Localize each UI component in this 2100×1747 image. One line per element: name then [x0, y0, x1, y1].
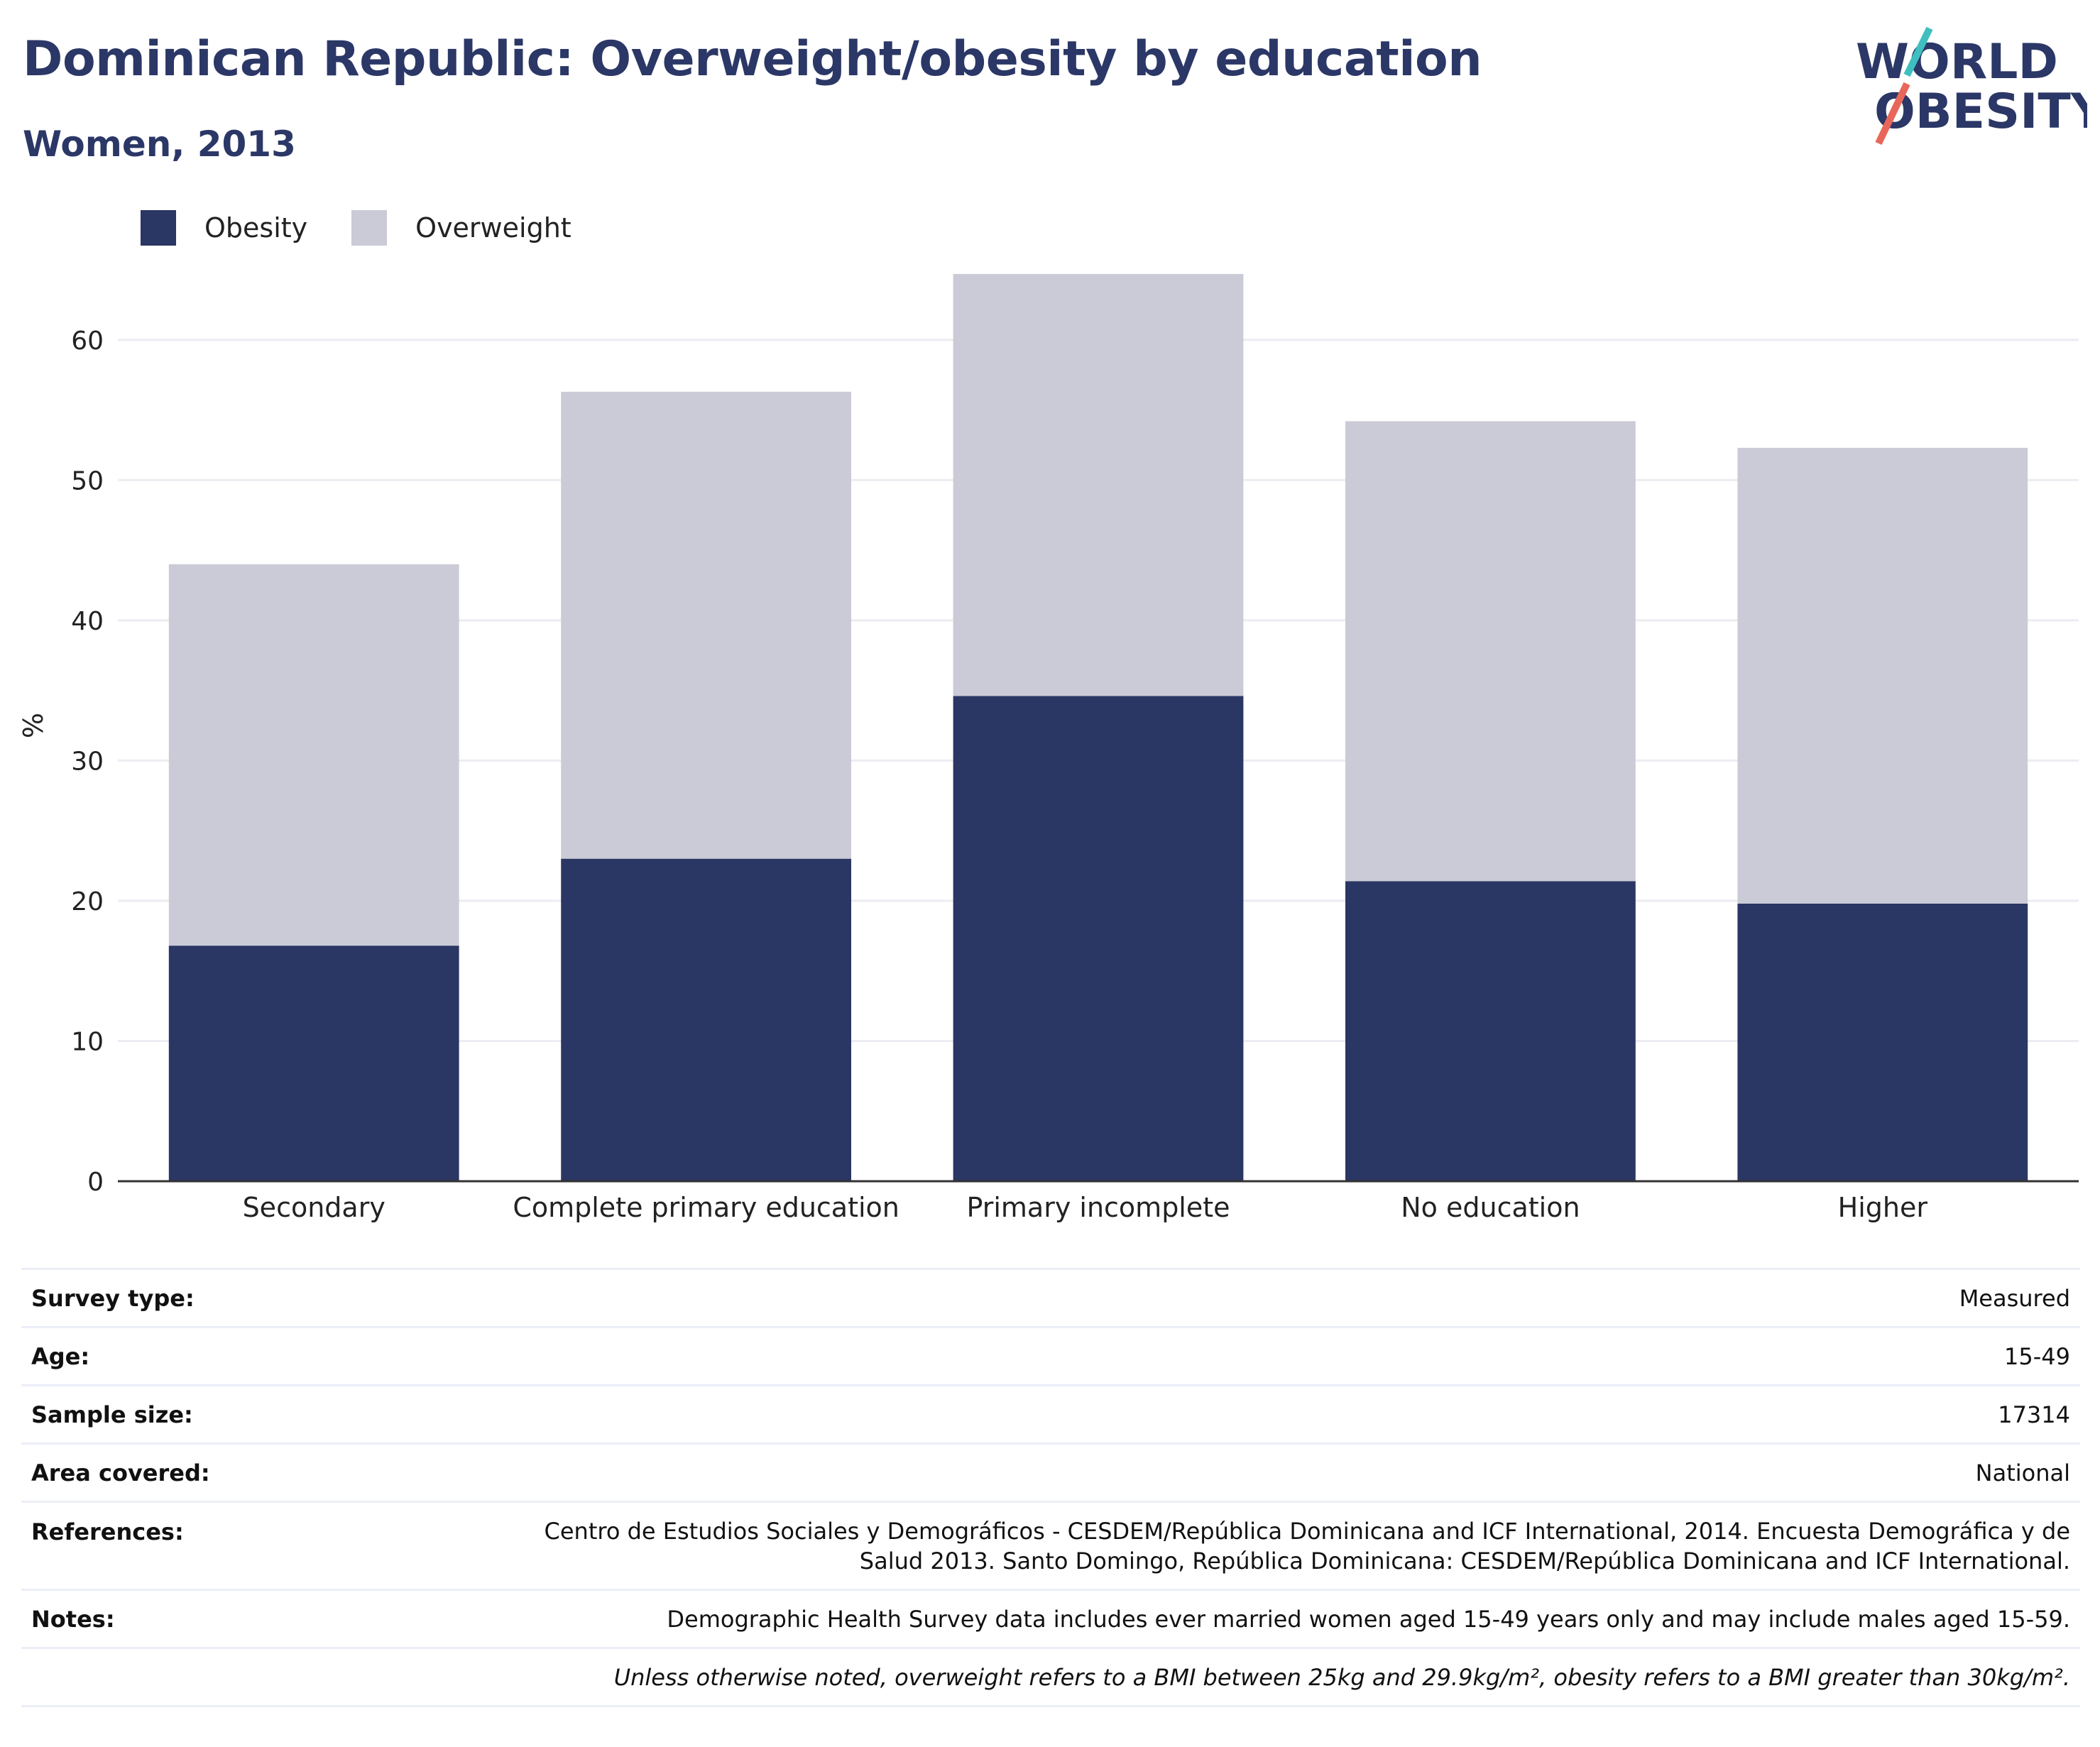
legend-item-obesity[interactable]: Obesity	[141, 210, 307, 246]
bar-obesity-4[interactable]	[1737, 903, 2028, 1181]
info-key: Sample size:	[21, 1384, 339, 1444]
y-tick-label: 30	[71, 747, 104, 776]
chart-subtitle: Women, 2013	[23, 124, 296, 165]
info-row-age: Age: 15-49	[21, 1326, 2080, 1386]
chart-legend: Obesity Overweight	[141, 210, 616, 246]
legend-swatch-overweight	[351, 210, 388, 246]
info-value: Centro de Estudios Sociales y Demográfic…	[339, 1501, 2080, 1590]
info-key: Area covered:	[21, 1442, 339, 1502]
survey-info-table: Survey type: Measured Age: 15-49 Sample …	[21, 1268, 2080, 1707]
legend-swatch-obesity	[141, 210, 176, 246]
info-value: 17314	[339, 1384, 2080, 1444]
y-tick-label: 0	[87, 1168, 104, 1197]
legend-label-overweight: Overweight	[415, 212, 572, 243]
info-key: References:	[21, 1501, 339, 1590]
logo-line1: WORLD	[1856, 34, 2058, 90]
bar-overweight-3[interactable]	[1345, 421, 1636, 882]
info-value: Unless otherwise noted, overweight refer…	[339, 1647, 2080, 1707]
info-row-sample-size: Sample size: 17314	[21, 1384, 2080, 1444]
y-tick-label: 40	[71, 607, 104, 636]
info-key: Notes:	[21, 1589, 339, 1648]
bar-obesity-1[interactable]	[561, 858, 851, 1181]
legend-label-obesity: Obesity	[204, 212, 308, 243]
y-axis-label: %	[18, 713, 49, 738]
bar-overweight-4[interactable]	[1737, 447, 2028, 904]
legend-item-overweight[interactable]: Overweight	[351, 210, 572, 246]
info-value: Demographic Health Survey data includes …	[339, 1589, 2080, 1648]
world-obesity-logo: WORLD OBESITY	[1856, 26, 2087, 146]
bar-chart: 0 10 20 30 40 50 60 Secondary Complete primary …	[18, 273, 2079, 1223]
x-tick-label: Higher	[1838, 1192, 1928, 1223]
info-row-notes: Notes: Demographic Health Survey data in…	[21, 1589, 2080, 1648]
info-key	[21, 1647, 339, 1707]
info-value: 15-49	[339, 1326, 2080, 1386]
y-axis: 0 10 20 30 40 50 60	[71, 327, 104, 1197]
bar-obesity-0[interactable]	[168, 946, 459, 1181]
info-row-area: Area covered: National	[21, 1442, 2080, 1502]
bar-overweight-2[interactable]	[953, 273, 1244, 696]
info-key: Age:	[21, 1326, 339, 1386]
y-tick-label: 10	[71, 1027, 104, 1056]
info-key: Survey type:	[21, 1268, 339, 1327]
y-tick-label: 20	[71, 887, 104, 916]
chart-title: Dominican Republic: Overweight/obesity b…	[23, 31, 1482, 87]
info-value: National	[339, 1442, 2080, 1502]
logo-line2: OBESITY	[1874, 84, 2087, 140]
y-tick-label: 60	[71, 327, 104, 356]
reference-line-1: Centro de Estudios Sociales y Demográfic…	[544, 1517, 2070, 1545]
info-row-survey-type: Survey type: Measured	[21, 1268, 2080, 1327]
info-row-definitions: Unless otherwise noted, overweight refer…	[21, 1647, 2080, 1707]
x-axis: Secondary Complete primary education Prima…	[118, 1180, 2079, 1223]
x-tick-label: Complete primary education	[513, 1192, 899, 1223]
bars	[168, 273, 2028, 1181]
logo-accent-coral	[1875, 82, 1910, 146]
bar-obesity-3[interactable]	[1345, 881, 1636, 1181]
logo-accent-teal	[1903, 26, 1933, 77]
y-tick-label: 50	[71, 466, 104, 495]
x-tick-label: Primary incomplete	[966, 1192, 1230, 1223]
bar-obesity-2[interactable]	[953, 696, 1244, 1181]
x-tick-label: No education	[1401, 1192, 1580, 1223]
info-row-references: References: Centro de Estudios Sociales …	[21, 1501, 2080, 1590]
reference-line-2: Salud 2013. Santo Domingo, República Dom…	[859, 1547, 2070, 1575]
x-tick-label: Secondary	[243, 1192, 385, 1223]
bar-overweight-0[interactable]	[168, 564, 459, 946]
info-value: Measured	[339, 1268, 2080, 1327]
bar-overweight-1[interactable]	[561, 391, 851, 859]
